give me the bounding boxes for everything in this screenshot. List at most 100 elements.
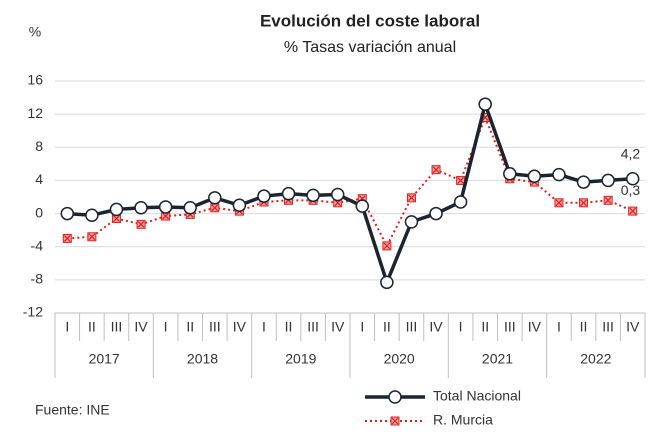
x-tick-label: II (88, 319, 96, 335)
y-tick-label: 0 (35, 204, 43, 220)
point-cross (383, 242, 391, 250)
point (603, 195, 613, 205)
point-cross (88, 233, 96, 241)
chart-subtitle: % Tasas variación anual (284, 39, 456, 56)
x-tick-label: IV (331, 319, 345, 335)
chart-title: Evolución del coste laboral (260, 11, 480, 30)
point (257, 189, 271, 203)
source: Fuente: INE (35, 402, 110, 418)
point-cross (408, 194, 415, 202)
point-cross (162, 212, 170, 220)
year-label: 2020 (384, 351, 415, 367)
point (478, 97, 492, 111)
legend-label: Total Nacional (433, 388, 521, 404)
point (210, 203, 220, 213)
year-label: 2017 (89, 351, 120, 367)
point (87, 232, 97, 242)
point (232, 198, 247, 213)
x-tick-label: III (209, 319, 221, 335)
point (431, 165, 441, 175)
x-tick-label: III (111, 319, 123, 335)
point (382, 241, 392, 251)
x-tick-label: IV (134, 319, 148, 335)
y-tick-label: -4 (31, 237, 44, 253)
x-tick-label: I (459, 319, 463, 335)
point (456, 175, 466, 185)
year-label: 2022 (580, 351, 611, 367)
point (355, 199, 370, 213)
x-tick-label: IV (233, 319, 247, 335)
point (453, 195, 468, 209)
point (134, 201, 148, 215)
x-tick-label: II (481, 319, 489, 335)
x-tick-label: I (360, 319, 364, 335)
point-cross (432, 166, 440, 174)
point (158, 200, 173, 214)
point-cross (555, 199, 563, 207)
x-tick-label: II (580, 319, 588, 335)
data-label: 0,3 (621, 182, 641, 198)
point-cross (113, 215, 120, 222)
point (406, 193, 416, 203)
x-tick-label: I (164, 319, 168, 335)
point-cross (211, 204, 219, 212)
x-tick-label: II (383, 319, 391, 335)
y-tick-label: 12 (27, 105, 43, 121)
point-cross (580, 199, 587, 207)
x-tick-label: IV (528, 319, 542, 335)
point (554, 198, 564, 208)
x-tick-label: III (602, 319, 614, 335)
point-cross (629, 207, 637, 215)
point (625, 172, 640, 186)
y-tick-label: 8 (35, 138, 43, 154)
point (136, 219, 146, 229)
point (380, 275, 394, 290)
y-tick-label: -12 (23, 304, 43, 320)
x-tick-label: IV (429, 319, 443, 335)
x-tick-label: I (557, 319, 561, 335)
point (503, 167, 517, 181)
x-tick-label: II (285, 319, 293, 335)
data-label: 4,2 (621, 145, 641, 161)
legend-marker (388, 390, 402, 404)
point (161, 211, 171, 221)
x-tick-label: II (186, 319, 194, 335)
y-tick-label: 4 (35, 171, 43, 187)
point (111, 214, 121, 224)
point (306, 188, 320, 203)
point (576, 175, 591, 189)
point (579, 198, 589, 208)
point (601, 173, 615, 188)
y-tick-label: 16 (27, 72, 43, 88)
legend-label: R. Murcia (433, 412, 493, 428)
point (109, 202, 124, 217)
x-tick-label: III (307, 319, 319, 335)
x-tick-label: III (504, 319, 516, 335)
x-tick-label: IV (626, 319, 640, 335)
x-tick-label: I (65, 319, 69, 335)
point (527, 169, 542, 184)
y-unit: % (29, 24, 41, 40)
point (208, 191, 222, 205)
year-label: 2019 (285, 351, 316, 367)
year-label: 2021 (482, 351, 513, 367)
point-cross (457, 177, 465, 184)
series-line (67, 98, 633, 288)
year-label: 2018 (187, 351, 218, 367)
point-cross (63, 235, 71, 242)
point (552, 167, 566, 182)
y-tick-label: -8 (31, 271, 44, 287)
series-line (67, 114, 634, 249)
point (628, 206, 638, 216)
point-cross (604, 196, 612, 204)
x-tick-label: I (262, 319, 266, 335)
point (62, 233, 72, 243)
x-tick-label: III (406, 319, 418, 335)
point (330, 187, 345, 202)
point (429, 206, 443, 221)
point (60, 206, 75, 221)
point (404, 215, 419, 229)
point (281, 186, 296, 201)
legend-marker-cross (391, 417, 399, 425)
